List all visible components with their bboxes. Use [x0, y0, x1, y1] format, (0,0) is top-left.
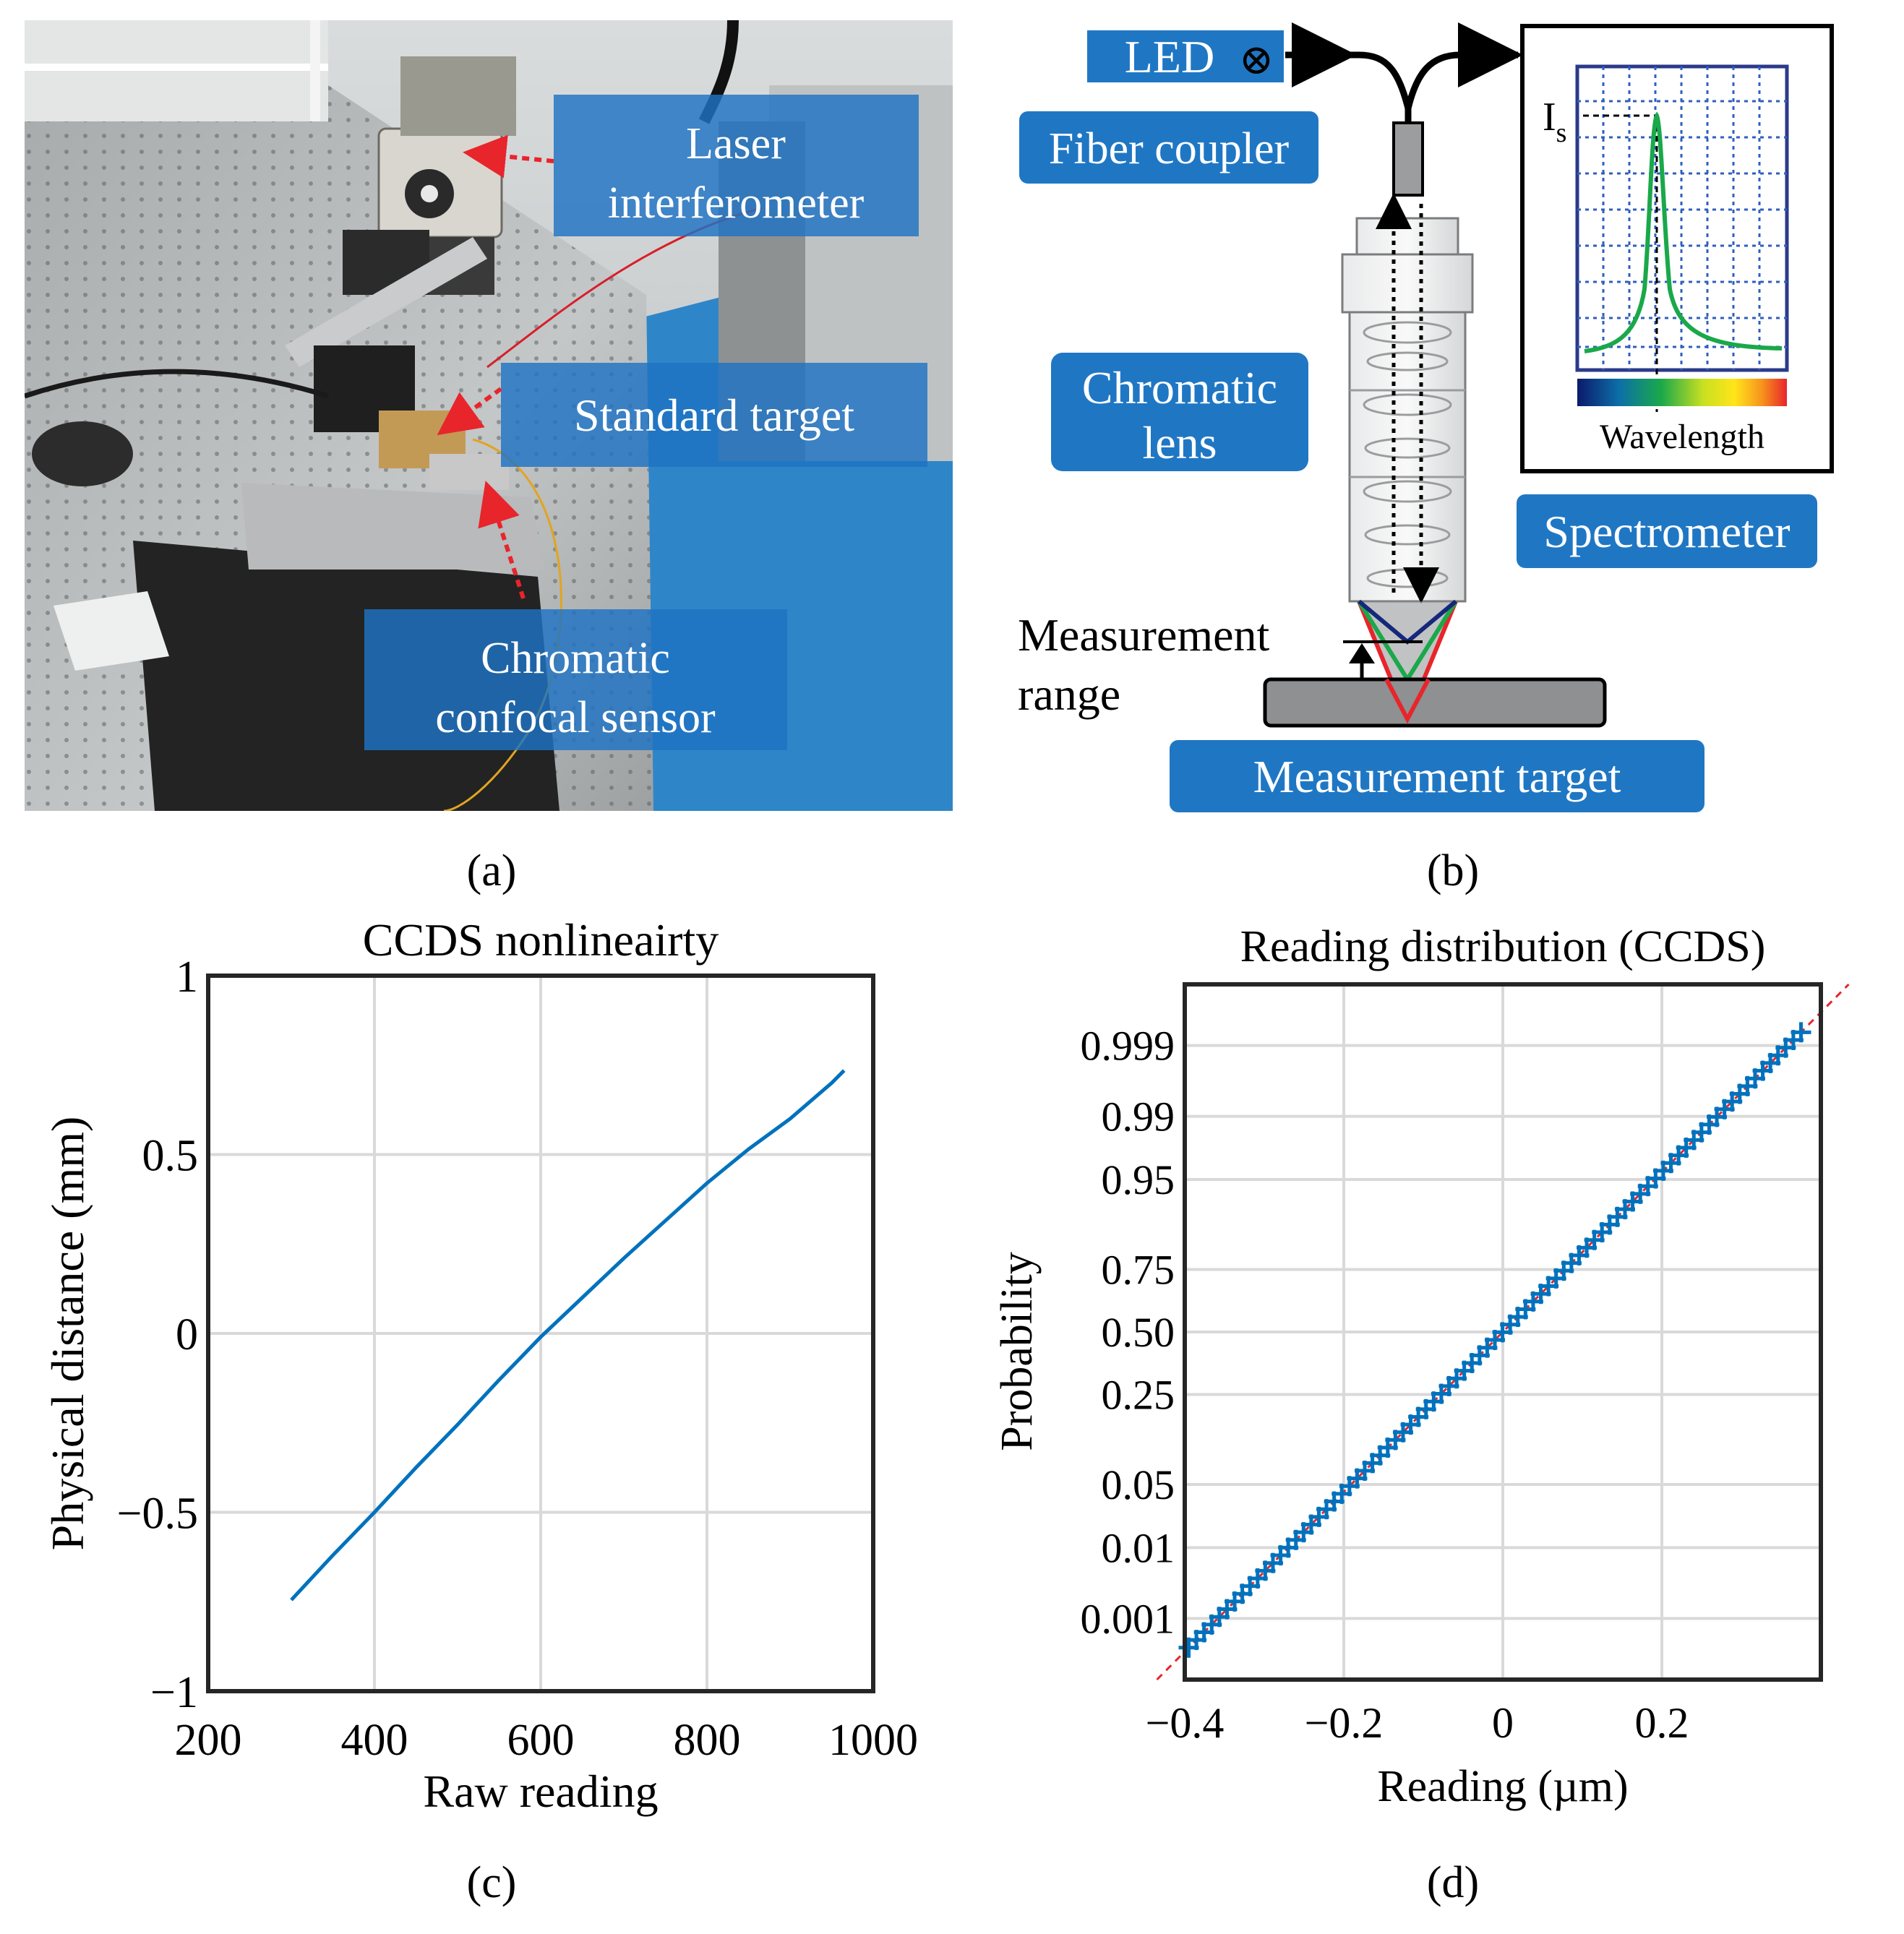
- y-tick-label: 0.05: [1102, 1461, 1175, 1508]
- x-tick-label: 0.2: [1635, 1699, 1689, 1747]
- label-standard-text: Standard target: [574, 390, 854, 441]
- x-tick-label: 200: [175, 1716, 242, 1765]
- spectrometer-box: [1517, 494, 1817, 568]
- chromatic-lens-line-1: Chromatic: [1082, 362, 1277, 413]
- series-line: [290, 1069, 846, 1602]
- y-tick-label: −0.5: [117, 1490, 198, 1539]
- focus-red-over: [1384, 678, 1431, 724]
- x-tick-label: 0: [1492, 1699, 1514, 1747]
- x-tick-label: 400: [341, 1716, 408, 1765]
- measurement-range-line-1: Measurement: [1018, 609, 1270, 661]
- spectrum-colorbar: [1577, 379, 1787, 406]
- measurement-target-label: Measurement target: [1253, 751, 1621, 802]
- panel-a: Laser interferometer Standard target Chr…: [23, 20, 953, 812]
- series-polyline: [290, 1069, 846, 1602]
- x-axis-label: Raw reading: [423, 1766, 658, 1817]
- caption-d: (d): [1426, 1858, 1480, 1907]
- y-tick-label: 0.75: [1102, 1246, 1175, 1293]
- caption-c: (c): [466, 1858, 517, 1907]
- y-tick-label: 0.25: [1102, 1372, 1175, 1419]
- y-axis-label: Probability: [992, 1252, 1042, 1451]
- chart-title: CCDS nonlineairty: [363, 918, 719, 966]
- data-marker: [1791, 1022, 1811, 1043]
- measurement-target-block: [1263, 677, 1607, 728]
- panel-d-chart: −0.4 −0.2 0 0.2 0.001 0.01 0.05 0.25 0.50 0.75 0.9…: [992, 922, 1850, 1811]
- x-tick-label: 600: [507, 1716, 575, 1765]
- led-label: LED: [1125, 31, 1214, 82]
- spectrometer-label: Spectrometer: [1543, 506, 1790, 557]
- fiber-ferrule: [1392, 121, 1424, 197]
- x-axis-label: Reading (µm): [1377, 1762, 1628, 1811]
- range-arrow-head-up: [1349, 643, 1375, 663]
- spectrum-grid: [1577, 66, 1787, 370]
- fiber-coupler-label: Fiber coupler: [1049, 124, 1290, 173]
- y-tick-label: 0.50: [1102, 1309, 1175, 1356]
- fiber-coupler-box: [1019, 111, 1318, 184]
- spectrum-curve: [1584, 111, 1783, 353]
- led-symbol-icon: ⊗: [1239, 36, 1274, 83]
- fiber-from-led: [1285, 51, 1412, 110]
- focus-cone: [1359, 601, 1456, 719]
- laser-line-1: Laser: [686, 119, 786, 168]
- y-tick-label: 0.001: [1081, 1595, 1175, 1642]
- led-box: [1087, 30, 1284, 82]
- chromatic-lens-box: [1051, 353, 1308, 471]
- spectrum-xlabel: Wavelength: [1600, 418, 1764, 456]
- laser-line-2: interferometer: [608, 179, 865, 228]
- y-tick-label: 0.01: [1102, 1524, 1175, 1571]
- x-tick-label: −0.4: [1146, 1699, 1225, 1747]
- y-tick-label: 0.99: [1102, 1093, 1175, 1140]
- plot-frame: [206, 974, 875, 1693]
- y-tick-label: 0: [176, 1310, 198, 1359]
- spectrum-peak-label: Is: [1543, 95, 1566, 148]
- y-axis-label: Physical distance (mm): [42, 1117, 93, 1551]
- chart-title: Reading distribution (CCDS): [1240, 922, 1766, 971]
- tick-labels: −0.4 −0.2 0 0.2 0.001 0.01 0.05 0.25 0.50 0.75 0.9…: [1081, 1023, 1689, 1747]
- sensor-line-2: confocal sensor: [435, 693, 716, 742]
- panel-b: LED ⊗ Fiber coupler Chromatic lens: [1018, 22, 1834, 812]
- tick-labels: 200 400 600 800 1000 −1 −0.5 0 0.5 1: [117, 953, 918, 1765]
- panel-c-chart: 200 400 600 800 1000 −1 −0.5 0 0.5 1 CCDS nonline…: [42, 918, 918, 1817]
- measurement-range-line-2: range: [1018, 669, 1120, 720]
- sensor-line-1: Chromatic: [481, 634, 670, 683]
- standard-target-text: Standard target: [574, 390, 854, 441]
- x-tick-label: 800: [674, 1716, 741, 1765]
- fiber-to-spectrometer: [1405, 51, 1518, 110]
- label-laser-interferometer: [554, 95, 919, 236]
- y-tick-label: −1: [150, 1668, 198, 1717]
- caption-b: (b): [1426, 846, 1480, 895]
- label-sensor-text: Chromatic confocal sensor: [435, 634, 716, 742]
- y-tick-label: 0.95: [1102, 1156, 1175, 1203]
- label-laser-text: Laser interferometer: [608, 119, 865, 228]
- data-markers: [1178, 1022, 1811, 1658]
- x-tick-label: −0.2: [1305, 1699, 1384, 1747]
- plot-frame: [1183, 982, 1823, 1682]
- caption-a: (a): [466, 846, 517, 895]
- chromatic-lens-line-2: lens: [1142, 417, 1217, 468]
- chromatic-lens-body: [1341, 217, 1474, 603]
- pointer-arrows: [437, 134, 554, 599]
- measurement-target-box: [1170, 740, 1704, 812]
- grid: [208, 976, 873, 1691]
- y-tick-label: 0.5: [142, 1132, 199, 1181]
- label-chromatic-sensor: [364, 609, 787, 750]
- arrow-laser: [463, 134, 554, 179]
- x-tick-label: 1000: [828, 1716, 918, 1765]
- y-tick-label: 1: [176, 953, 198, 1002]
- label-standard-target: [501, 363, 927, 467]
- arrow-sensor: [478, 481, 526, 599]
- y-tick-label: 0.999: [1081, 1023, 1175, 1070]
- arrow-standard: [437, 387, 502, 436]
